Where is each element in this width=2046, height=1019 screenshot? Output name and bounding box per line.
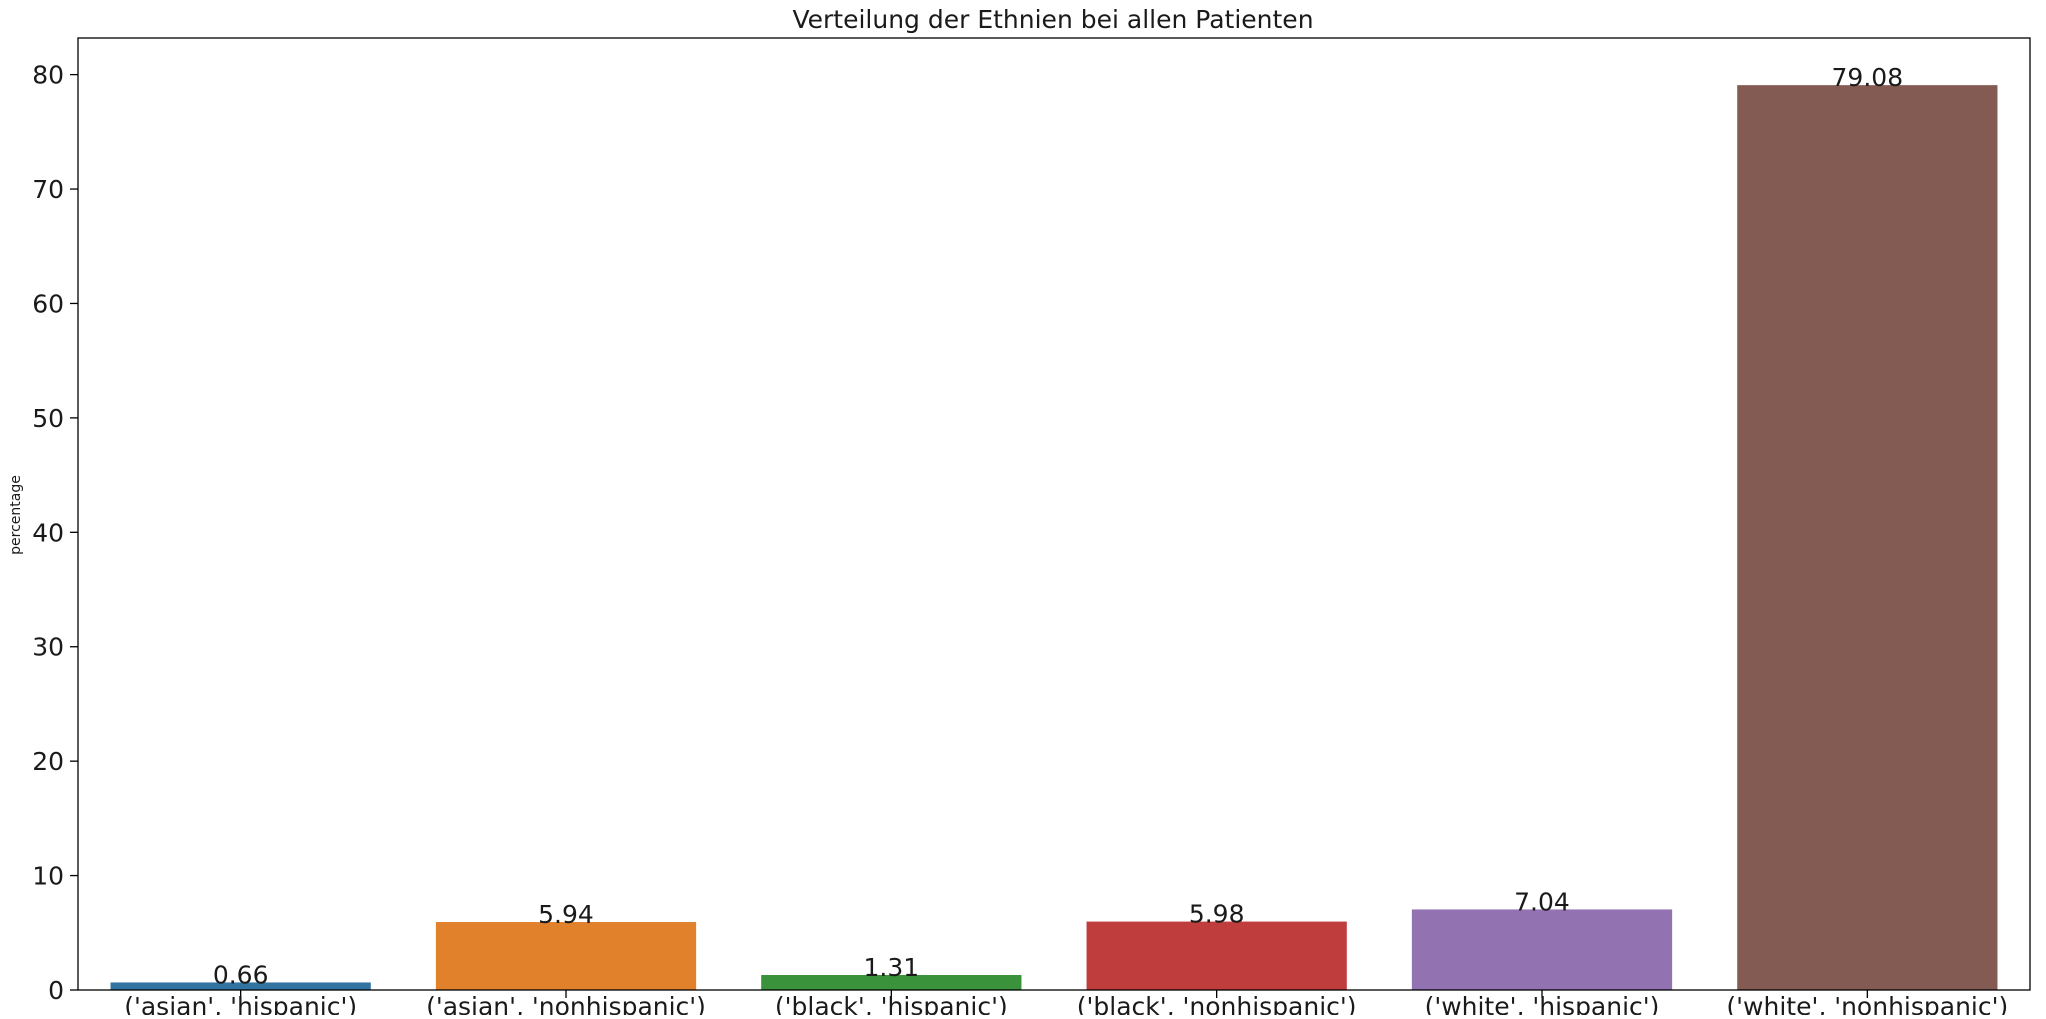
bar [110,982,371,990]
x-category-label: ('black', 'nonhispanic') [1077,992,1357,1015]
bars-layer: 0.66 5.94 1.31 5.98 7.04 79.08 [110,63,1998,990]
y-tick-label: 10 [32,862,64,891]
bar-value-label: 79.08 [1832,63,1904,92]
bar [761,975,1022,990]
y-tick-label: 0 [48,976,64,1005]
y-tick-label: 30 [32,633,64,662]
bar-value-label: 0.66 [213,960,269,989]
y-tick-label: 40 [32,518,64,547]
y-axis: 0 10 20 30 40 50 60 70 80 [32,61,78,1005]
y-tick-label: 80 [32,61,64,90]
bar [435,922,697,990]
bar-value-label: 1.31 [863,953,919,982]
x-category-label: ('asian', 'hispanic') [124,992,357,1015]
bar-value-label: 7.04 [1514,887,1570,916]
x-axis: ('asian', 'hispanic') ('asian', 'nonhispa… [124,990,2008,1019]
y-axis-label: percentage [8,475,24,555]
y-tick-label: 70 [32,175,64,204]
chart-title: Verteilung der Ethnien bei allen Patient… [792,5,1313,34]
bar-value-label: 5.94 [538,900,594,929]
x-category-label: ('white', 'nonhispanic') [1726,992,2008,1015]
y-tick-label: 50 [32,404,64,433]
bar [1086,921,1347,990]
bar [1737,85,1998,990]
x-category-label: ('white', 'hispanic') [1425,992,1660,1015]
y-tick-label: 20 [32,747,64,776]
bar [1411,909,1673,990]
y-tick-label: 60 [32,289,64,318]
plot-frame [77,37,2031,991]
x-category-label: ('black', 'hispanic') [775,992,1008,1015]
bar-value-label: 5.98 [1189,900,1245,929]
x-category-label: ('asian', 'nonhispanic') [426,992,706,1015]
